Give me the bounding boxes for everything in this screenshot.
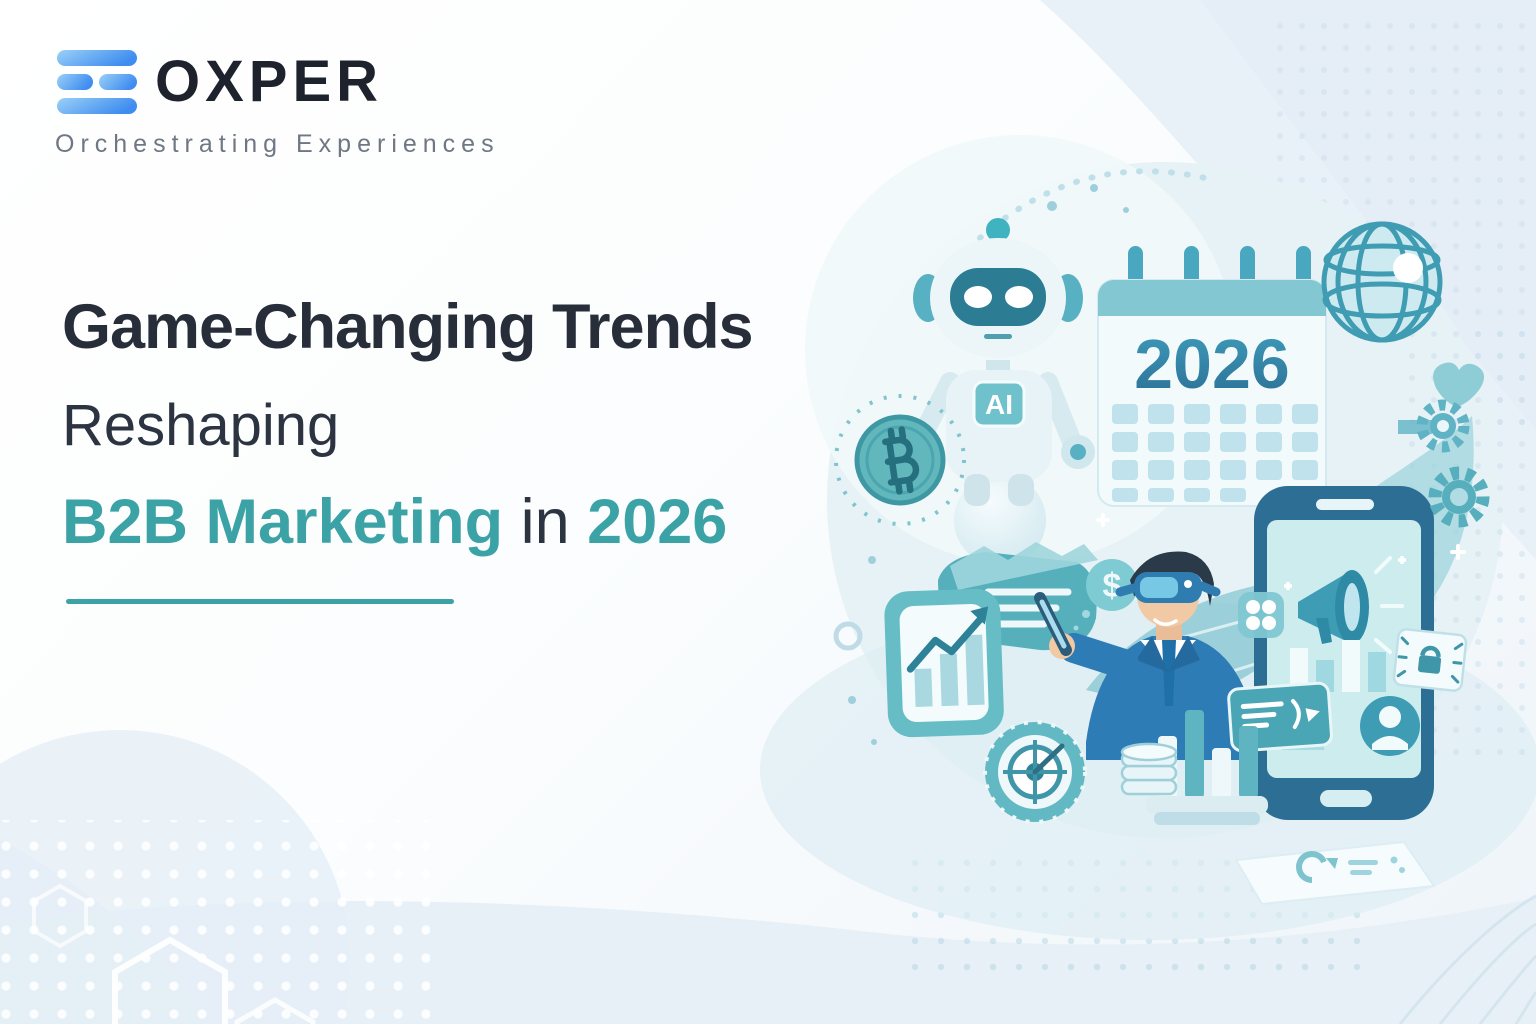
lock-card-icon	[1392, 628, 1468, 692]
shield-growth-chart-icon	[884, 588, 1004, 738]
oxper-logo-icon	[57, 50, 137, 114]
headline: Game-Changing Trends Reshaping B2B Marke…	[62, 292, 754, 554]
phone-bar-chart	[1290, 640, 1386, 692]
megaphone-icon	[1284, 556, 1406, 654]
clover-icon	[1238, 592, 1284, 638]
dollar-bubble-icon: $	[1073, 559, 1138, 631]
headline-line2: Reshaping	[62, 393, 340, 458]
sparkles	[1096, 513, 1466, 560]
avatar	[1360, 696, 1420, 756]
headline-plain-in: in	[520, 487, 570, 557]
coin-stack-icon	[1120, 742, 1178, 796]
bubble-symbol: $	[1103, 567, 1122, 605]
bitcoin-icon	[834, 394, 966, 526]
globe-icon	[1321, 221, 1443, 343]
gear-icon	[1398, 399, 1470, 453]
target-dial-icon	[983, 720, 1087, 824]
bitcoin-symbol	[882, 426, 920, 495]
gear-icon	[1428, 466, 1490, 528]
ai-robot-icon: AI	[901, 218, 1095, 566]
logo-wordmark: OXPER	[155, 49, 384, 114]
headline-underline	[66, 599, 454, 604]
calendar-year: 2026	[1134, 325, 1290, 403]
logo: OXPER Orchestrating Experiences	[55, 50, 500, 159]
calendar-2026-icon: 2026	[1097, 246, 1327, 507]
headline-line3: B2B Marketing in 2026	[62, 491, 753, 554]
logo-tagline: Orchestrating Experiences	[55, 130, 500, 158]
robot-ai-badge: AI	[985, 389, 1013, 420]
headline-line1: Game-Changing Trends	[62, 292, 754, 362]
headline-accent-2026: 2026	[587, 487, 728, 557]
headline-accent-b2b-marketing: B2B Marketing	[62, 487, 504, 557]
heart-icon	[1433, 362, 1485, 407]
vr-businessman	[1034, 551, 1258, 760]
chart-paper-icon	[1234, 840, 1436, 906]
